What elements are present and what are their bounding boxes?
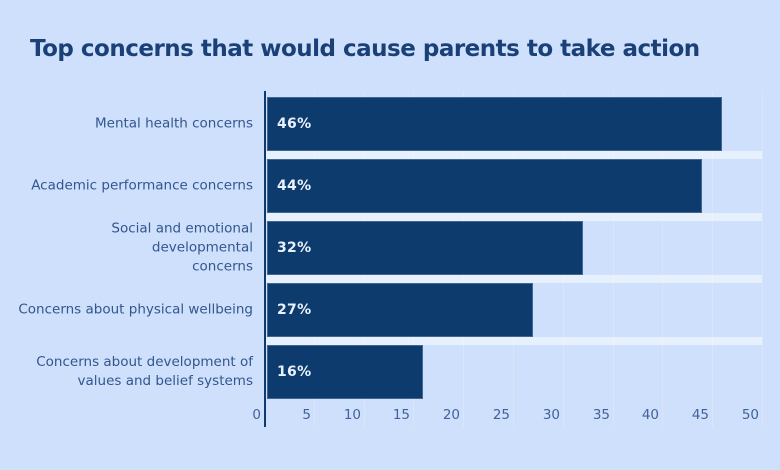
bar: 27% [267,283,533,337]
y-axis-line [264,91,266,427]
bar: 46% [267,97,722,151]
category-label: Academic performance concerns [31,177,253,194]
x-axis-tick-label: 50 [741,407,759,423]
plot-area: 46% 44% 32% 27% 16% 0 5 10 15 20 25 30 35 40 45 50 [252,91,763,427]
x-axis-tick-label: 45 [691,407,709,423]
row-separator [265,275,762,283]
x-axis-tick-label: 25 [492,407,510,423]
bar-value-label: 32% [277,240,312,256]
x-axis-tick-label: 10 [343,407,361,423]
bar: 32% [267,221,583,275]
category-label: Social and emotional developmental conce… [111,220,253,275]
row-separator [265,213,762,221]
row-separator [265,151,762,159]
bar-value-label: 46% [277,116,312,132]
gridline [613,91,614,427]
chart-title: Top concerns that would cause parents to… [30,36,700,62]
category-label: Mental health concerns [94,115,253,132]
x-axis-tick-label: 5 [302,407,311,423]
category-label: Concerns about development of values and… [36,354,253,389]
category-label: Concerns about physical wellbeing [18,301,253,318]
x-axis-tick-label: 15 [392,407,410,423]
bar: 16% [267,345,423,399]
x-axis-tick-label: 35 [592,407,610,423]
gridline [762,91,763,427]
bar: 44% [267,159,702,213]
row-separator [265,337,762,345]
bar-value-label: 16% [277,364,312,380]
bar-value-label: 27% [277,302,312,318]
x-axis-tick-label: 20 [442,407,460,423]
bar-value-label: 44% [277,178,312,194]
x-axis-tick-label: 0 [252,407,261,423]
x-axis-tick-label: 30 [542,407,560,423]
x-axis-tick-label: 40 [641,407,659,423]
gridline [662,91,663,427]
gridline [712,91,713,427]
